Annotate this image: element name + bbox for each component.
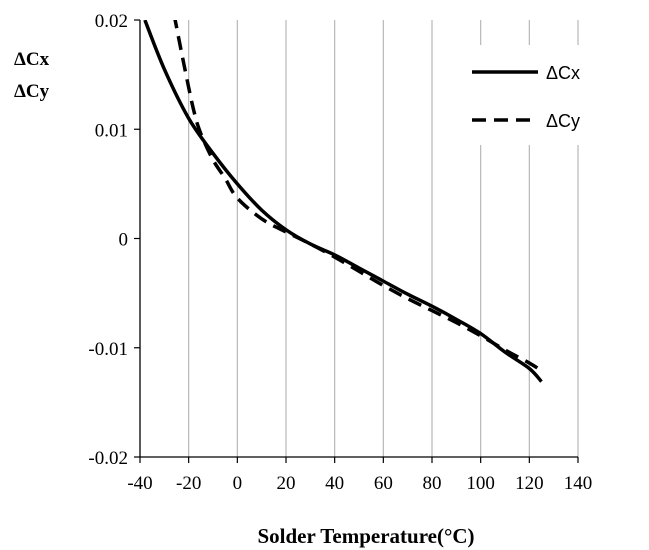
legend-background	[458, 45, 598, 145]
legend-label-dcy: ΔCy	[546, 111, 580, 131]
legend-label-dcx: ΔCx	[546, 63, 580, 83]
x-tick-label: 0	[233, 473, 243, 494]
y-tick-label: -0.01	[88, 339, 128, 360]
series-lines	[143, 20, 543, 383]
axes	[134, 19, 579, 463]
y-tick-label: 0	[119, 230, 129, 251]
x-tick-label: 60	[374, 473, 393, 494]
x-tick-label: 40	[325, 473, 344, 494]
legend: ΔCx ΔCy	[458, 45, 598, 145]
x-tick-label: -40	[127, 473, 152, 494]
series-line-dcy	[173, 20, 543, 373]
x-tick-label: -20	[176, 473, 201, 494]
x-tick-label: 120	[515, 473, 544, 494]
y-tick-label: 0.01	[95, 120, 128, 141]
y-axis-label-line2: ΔCy	[14, 81, 50, 102]
x-tick-label: 140	[564, 473, 593, 494]
x-axis-label: Solder Temperature(°C)	[257, 524, 474, 548]
series-line-dcx	[143, 20, 543, 383]
y-tick-label: -0.02	[88, 448, 128, 469]
x-tick-labels: -40 -20 0 20 40 60 80 100 120 140	[127, 473, 592, 494]
y-axis-label-line1: ΔCx	[14, 49, 50, 70]
y-tick-label: 0.02	[95, 11, 128, 32]
x-tick-label: 100	[466, 473, 495, 494]
y-tick-labels: -0.02 -0.01 0 0.01 0.02	[88, 11, 128, 469]
x-tick-label: 80	[423, 473, 442, 494]
x-tick-label: 20	[277, 473, 296, 494]
